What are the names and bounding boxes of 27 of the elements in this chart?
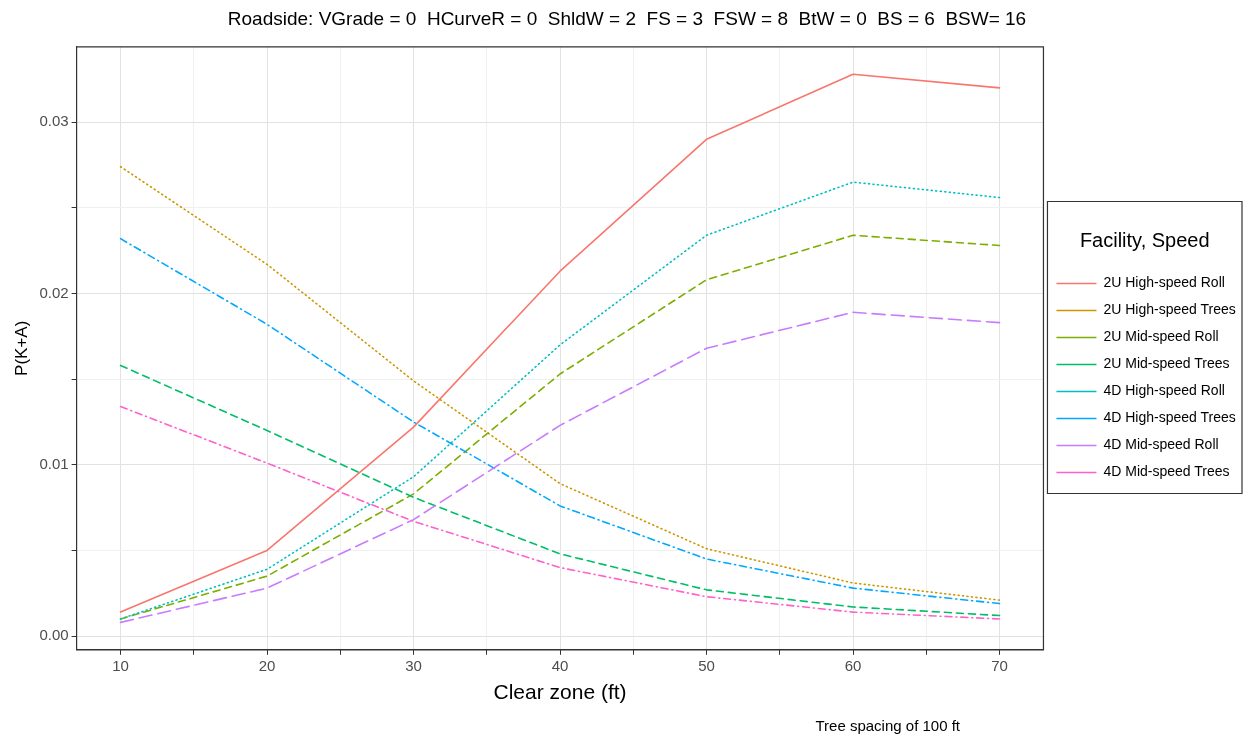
legend-title: Facility, Speed [1079, 229, 1210, 252]
legend-label: 2U High-speed Trees [1103, 301, 1236, 318]
x-tick-label: 60 [844, 656, 862, 674]
legend-label: 2U Mid-speed Roll [1103, 328, 1219, 345]
legend-label: 4D Mid-speed Roll [1103, 436, 1219, 453]
x-tick-label: 30 [405, 656, 422, 674]
x-axis-title: Clear zone (ft) [493, 680, 627, 704]
y-tick-label: 0.03 [39, 112, 69, 130]
legend-label: 4D High-speed Roll [1103, 382, 1225, 399]
line-series [119, 364, 1001, 617]
x-tick-label: 40 [551, 656, 569, 674]
line-series [119, 405, 1001, 620]
text: Tree spacing of 100 ft [815, 716, 961, 734]
chart-title: Roadside: VGrade = 0 HCurveR = 0 ShldW = 2 FS = 3 FSW = 8 BtW = 0 BS = 6 BSW= 16 [227, 7, 1027, 29]
x-tick-label: 70 [991, 656, 1008, 674]
legend-label: 4D High-speed Trees [1103, 409, 1236, 426]
legend-label: 4D Mid-speed Trees [1103, 463, 1230, 480]
x-tick-label: 10 [112, 656, 129, 674]
y-tick-label: 0.01 [39, 454, 69, 472]
legend-label: 2U High-speed Roll [1103, 274, 1225, 291]
y-tick-label: 0.00 [39, 626, 69, 644]
line-series [119, 311, 1001, 624]
y-tick-label: 0.02 [39, 283, 69, 301]
x-tick-label: 50 [698, 656, 715, 674]
y-axis-title: P(K+A) [11, 320, 31, 376]
x-tick-label: 20 [258, 656, 276, 674]
legend-label: 2U Mid-speed Trees [1103, 355, 1230, 372]
